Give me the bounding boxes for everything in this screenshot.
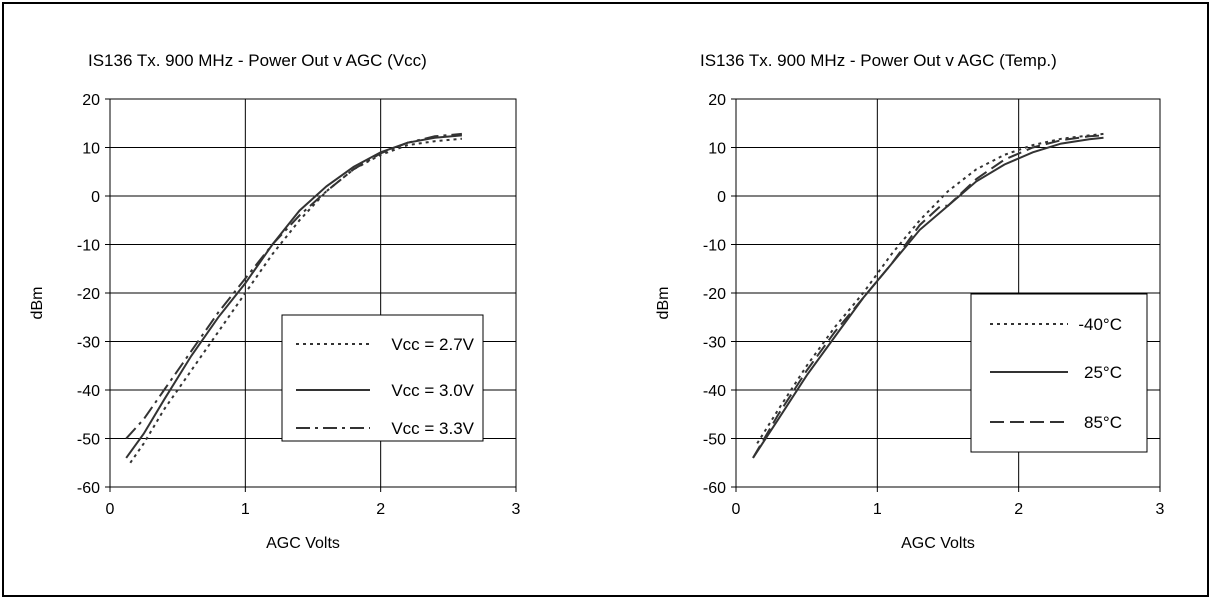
x-tick-label: 0 xyxy=(106,501,115,518)
y-tick-label: -50 xyxy=(77,432,100,449)
x-axis-label: AGC Volts xyxy=(266,535,340,552)
y-tick-label: 20 xyxy=(708,92,726,109)
y-axis-label: dBm xyxy=(29,287,46,320)
x-tick-label: 1 xyxy=(873,501,882,518)
y-tick-label: -10 xyxy=(77,238,100,255)
x-tick-label: 0 xyxy=(732,501,741,518)
legend-label: Vcc = 3.3V xyxy=(391,419,474,438)
legend-label: -40°C xyxy=(1078,315,1122,334)
series-line xyxy=(752,134,1104,459)
chart-2: IS136 Tx. 900 MHz - Power Out v AGC (Tem… xyxy=(655,51,1165,552)
legend-label: 85°C xyxy=(1084,413,1122,432)
x-axis-label: AGC Volts xyxy=(901,535,975,552)
series-line xyxy=(756,132,1104,444)
series-line xyxy=(752,136,1104,459)
x-tick-label: 3 xyxy=(1156,501,1165,518)
x-tick-label: 2 xyxy=(1014,501,1023,518)
y-tick-label: -30 xyxy=(703,335,726,352)
y-tick-label: -60 xyxy=(703,480,726,497)
y-axis-label: dBm xyxy=(655,287,672,320)
y-tick-label: -40 xyxy=(703,383,726,400)
y-tick-label: -30 xyxy=(77,335,100,352)
legend: Vcc = 2.7V Vcc = 3.0V Vcc = 3.3V xyxy=(281,314,484,442)
y-tick-label: 10 xyxy=(82,141,100,158)
y-tick-label: -20 xyxy=(77,286,100,303)
x-tick-label: 3 xyxy=(512,501,521,518)
x-tick-label: 2 xyxy=(376,501,385,518)
legend-label: Vcc = 2.7V xyxy=(391,335,474,354)
legend: -40°C 25°C 85°C xyxy=(970,293,1148,453)
series-line xyxy=(125,132,462,440)
y-tick-label: 0 xyxy=(91,189,100,206)
legend-box xyxy=(281,314,484,442)
chart-title: IS136 Tx. 900 MHz - Power Out v AGC (Vcc… xyxy=(88,51,427,70)
chart-1: IS136 Tx. 900 MHz - Power Out v AGC (Vcc… xyxy=(29,51,521,552)
y-tick-label: 10 xyxy=(708,141,726,158)
y-tick-label: -20 xyxy=(703,286,726,303)
y-tick-label: -50 xyxy=(703,432,726,449)
legend-label: Vcc = 3.0V xyxy=(391,381,474,400)
legend-label: 25°C xyxy=(1084,363,1122,382)
y-tick-label: 20 xyxy=(82,92,100,109)
series-line xyxy=(129,137,462,464)
chart-title: IS136 Tx. 900 MHz - Power Out v AGC (Tem… xyxy=(700,51,1057,70)
y-tick-label: -40 xyxy=(77,383,100,400)
y-tick-label: 0 xyxy=(717,189,726,206)
y-tick-label: -10 xyxy=(703,238,726,255)
x-tick-label: 1 xyxy=(241,501,250,518)
y-tick-label: -60 xyxy=(77,480,100,497)
